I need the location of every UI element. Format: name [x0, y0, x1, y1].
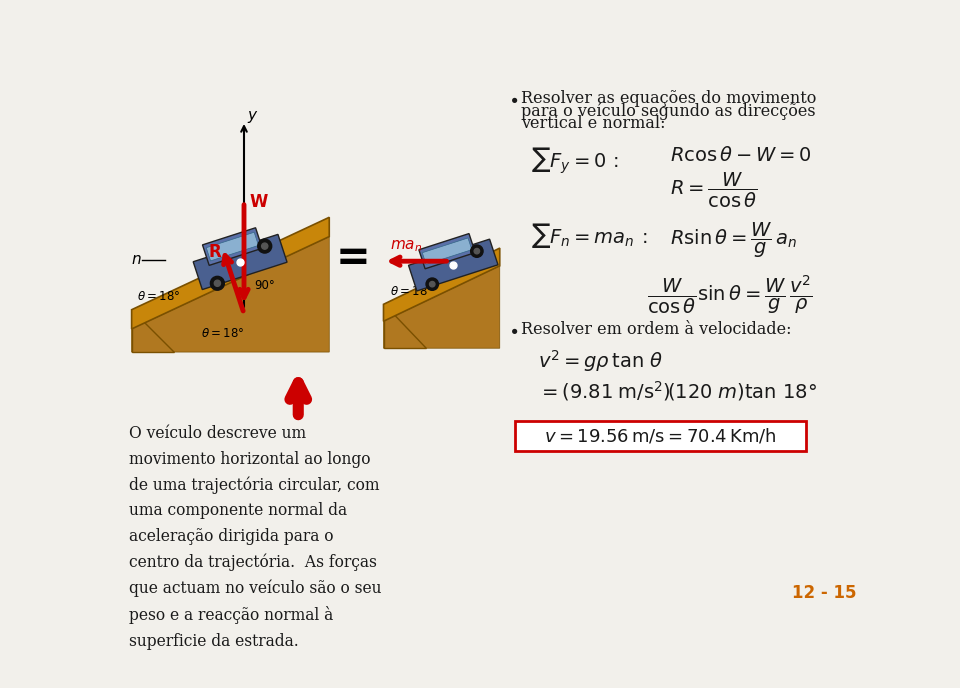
Text: $\sum F_n = ma_n\,:$: $\sum F_n = ma_n\,:$ [531, 221, 647, 250]
Polygon shape [383, 304, 426, 348]
Text: $\theta = 18°$: $\theta = 18°$ [390, 285, 433, 298]
Polygon shape [419, 234, 475, 269]
Circle shape [474, 248, 480, 254]
Text: para o veículo segundo as direcções: para o veículo segundo as direcções [521, 103, 816, 120]
Text: 90°: 90° [254, 279, 275, 292]
Polygon shape [132, 237, 329, 352]
Text: $\theta = 18°$: $\theta = 18°$ [137, 290, 180, 303]
Text: O veículo descreve um
movimento horizontal ao longo
de uma trajectória circular,: O veículo descreve um movimento horizont… [130, 425, 382, 650]
Text: $v = 19.56\,\mathrm{m/s} = 70.4\,\mathrm{Km/h}$: $v = 19.56\,\mathrm{m/s} = 70.4\,\mathrm… [544, 427, 777, 446]
Text: $\bullet$: $\bullet$ [508, 90, 517, 108]
Polygon shape [383, 266, 500, 348]
Text: $\dfrac{W}{\cos\theta}\sin\theta = \dfrac{W}{g}\,\dfrac{v^2}{\rho}$: $\dfrac{W}{\cos\theta}\sin\theta = \dfra… [647, 274, 813, 316]
Circle shape [426, 278, 439, 290]
Circle shape [429, 281, 435, 287]
Polygon shape [422, 238, 471, 264]
Circle shape [214, 280, 221, 286]
Text: =: = [335, 237, 370, 279]
Text: $= \left(9.81\;\mathrm{m/s}^2\right)\!\left(120\;m\right)\tan\,18°$: $= \left(9.81\;\mathrm{m/s}^2\right)\!\l… [539, 379, 818, 403]
Polygon shape [203, 228, 262, 266]
Text: R: R [208, 243, 221, 261]
Text: 12 - 15: 12 - 15 [792, 584, 856, 602]
Polygon shape [409, 239, 498, 291]
Text: $ma_n$: $ma_n$ [390, 239, 421, 255]
Text: y: y [247, 109, 256, 123]
Text: $R\cos\theta - W = 0$: $R\cos\theta - W = 0$ [670, 146, 812, 164]
Text: W: W [250, 193, 268, 211]
Polygon shape [206, 233, 258, 261]
Text: $\sum F_y = 0\,:$: $\sum F_y = 0\,:$ [531, 146, 619, 176]
Text: $\bullet$: $\bullet$ [508, 321, 517, 339]
Bar [516, 421, 805, 451]
Text: $R = \dfrac{W}{\cos\theta}$: $R = \dfrac{W}{\cos\theta}$ [670, 171, 757, 211]
Text: n: n [132, 252, 141, 267]
Text: Resolver em ordem à velocidade:: Resolver em ordem à velocidade: [521, 321, 792, 338]
Polygon shape [132, 217, 329, 329]
Text: Resolver as equações do movimento: Resolver as equações do movimento [521, 90, 817, 107]
Text: vertical e normal:: vertical e normal: [521, 115, 666, 132]
Circle shape [257, 239, 272, 253]
Text: $\theta = 18°$: $\theta = 18°$ [202, 327, 245, 340]
Polygon shape [132, 310, 175, 352]
Text: $R\sin\theta = \dfrac{W}{g}\,a_n$: $R\sin\theta = \dfrac{W}{g}\,a_n$ [670, 221, 798, 260]
Polygon shape [383, 248, 500, 321]
Circle shape [210, 277, 225, 290]
Text: $v^2 = g\rho\,\tan\,\theta$: $v^2 = g\rho\,\tan\,\theta$ [539, 348, 664, 374]
Polygon shape [193, 235, 287, 290]
Circle shape [470, 245, 483, 257]
Circle shape [262, 243, 268, 249]
